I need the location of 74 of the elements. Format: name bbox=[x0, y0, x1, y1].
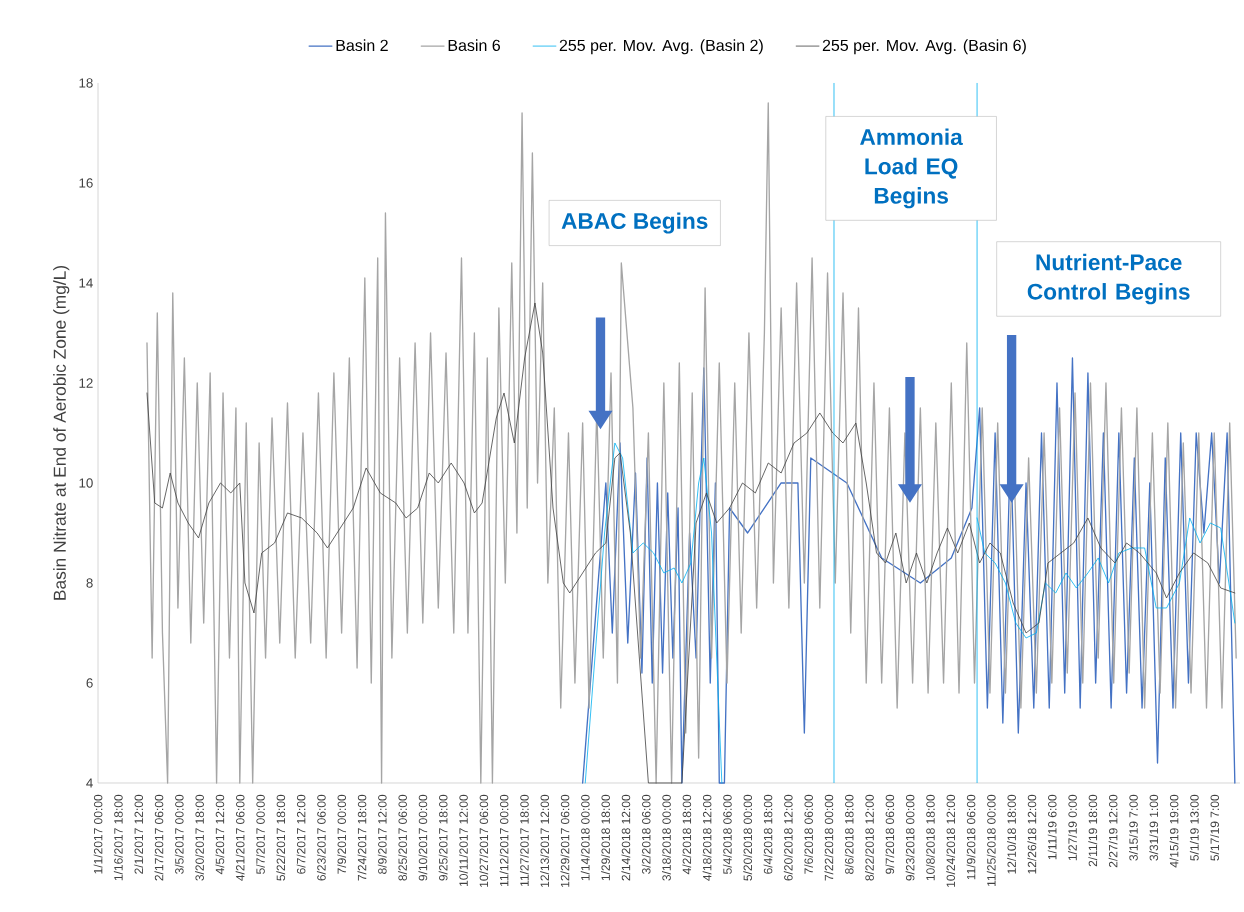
x-tick-label: 1/11/19 6:00 bbox=[1047, 794, 1057, 860]
x-tick-label: 6/23/2017 06:00 bbox=[316, 794, 326, 881]
x-tick-label: 2/1/2017 12:00 bbox=[134, 794, 144, 874]
x-tick-label: 10/8/2018 18:00 bbox=[925, 794, 935, 881]
x-tick-label: 9/7/2018 06:00 bbox=[885, 794, 895, 874]
x-tick-label: 3/20/2017 18:00 bbox=[195, 794, 204, 881]
x-tick-label: 9/23/2018 00:00 bbox=[905, 794, 915, 881]
x-tick-label: 5/22/2017 18:00 bbox=[276, 794, 286, 881]
x-tick-label: 6/20/2018 12:00 bbox=[783, 794, 793, 881]
x-tick-label: 9/10/2017 00:00 bbox=[418, 794, 428, 881]
x-tick-label: 7/6/2018 06:00 bbox=[804, 794, 813, 874]
x-tick-label: 7/22/2018 00:00 bbox=[824, 794, 834, 881]
x-tick-label: 2/27/19 12:00 bbox=[1108, 794, 1118, 868]
legend-label: 255 per. Mov. Avg. (Basin 2) bbox=[559, 39, 763, 55]
x-tick-label: 12/13/2017 12:00 bbox=[540, 794, 550, 887]
x-tick-label: 2/14/2018 12:00 bbox=[621, 794, 631, 881]
x-tick-label: 12/26/18 12:00 bbox=[1027, 794, 1037, 874]
y-tick-label: 14 bbox=[79, 278, 93, 288]
annotation: ABAC Begins bbox=[561, 212, 708, 234]
x-tick-label: 2/17/2017 06:00 bbox=[154, 794, 164, 881]
x-tick-label: 4/2/2018 18:00 bbox=[682, 794, 692, 875]
x-tick-label: 10/11/2017 12:00 bbox=[459, 794, 468, 886]
x-tick-label: 10/24/2018 12:00 bbox=[946, 794, 956, 887]
x-tick-label: 2/11/19 18:00 bbox=[1088, 794, 1098, 867]
x-tick-label: 11/27/2017 18:00 bbox=[519, 794, 529, 886]
legend-label: 255 per. Mov. Avg. (Basin 6) bbox=[822, 39, 1026, 55]
x-tick-label: 11/25/2018 00:00 bbox=[986, 794, 996, 886]
x-tick-label: 3/31/19 1:00 bbox=[1149, 794, 1159, 861]
x-tick-label: 6/7/2017 12:00 bbox=[296, 794, 306, 874]
y-tick-label: 6 bbox=[86, 678, 93, 688]
x-tick-label: 12/10/18 18:00 bbox=[1007, 794, 1016, 874]
x-tick-label: 3/5/2017 00:00 bbox=[174, 794, 184, 874]
x-tick-label: 1/27/19 0:00 bbox=[1068, 794, 1077, 861]
y-tick-label: 16 bbox=[79, 178, 93, 188]
y-tick-label: 4 bbox=[86, 778, 93, 788]
x-tick-label: 5/7/2017 00:00 bbox=[256, 794, 265, 874]
y-tick-label: 8 bbox=[86, 578, 93, 588]
x-tick-label: 8/25/2017 06:00 bbox=[398, 794, 407, 881]
x-tick-label: 3/18/2018 00:00 bbox=[662, 794, 671, 881]
x-tick-label: 6/4/2018 18:00 bbox=[763, 794, 773, 874]
x-tick-label: 11/9/2018 06:00 bbox=[966, 794, 976, 880]
x-tick-label: 8/6/2018 18:00 bbox=[844, 794, 854, 874]
x-tick-label: 4/5/2017 12:00 bbox=[215, 794, 225, 875]
x-tick-label: 5/17/19 7:00 bbox=[1210, 794, 1220, 861]
line-series bbox=[581, 357, 1236, 784]
x-tick-label: 1/1/2017 00:00 bbox=[93, 794, 103, 874]
y-axis-title: Basin Nitrate at End of Aerobic Zone (mg/L) bbox=[53, 265, 70, 600]
x-tick-label: 5/20/2018 00:00 bbox=[743, 794, 753, 881]
y-tick-label: 18 bbox=[79, 78, 93, 88]
x-tick-label: 12/29/2017 06:00 bbox=[560, 794, 570, 887]
x-tick-label: 5/4/2018 06:00 bbox=[722, 794, 732, 874]
y-tick-label: 10 bbox=[79, 478, 93, 488]
x-tick-label: 11/12/2017 00:00 bbox=[499, 794, 509, 886]
annotation: Ammonia Load EQ Begins bbox=[860, 128, 963, 209]
annotation: Nutrient-Pace Control Begins bbox=[1027, 253, 1190, 305]
line-series bbox=[146, 102, 1237, 784]
x-tick-label: 1/29/2018 18:00 bbox=[601, 794, 610, 881]
legend-label: Basin 2 bbox=[336, 39, 388, 52]
x-tick-label: 4/18/2018 12:00 bbox=[702, 794, 712, 881]
x-tick-label: 7/9/2017 00:00 bbox=[337, 794, 347, 874]
y-tick-label: 12 bbox=[79, 378, 93, 388]
x-tick-label: 8/9/2017 12:00 bbox=[377, 794, 387, 874]
x-tick-label: 1/14/2018 00:00 bbox=[580, 794, 590, 881]
legend-label: Basin 6 bbox=[448, 39, 501, 52]
x-tick-label: 10/27/2017 06:00 bbox=[479, 794, 489, 887]
x-tick-label: 8/22/2018 12:00 bbox=[865, 794, 874, 881]
x-tick-label: 3/15/19 7:00 bbox=[1129, 794, 1138, 861]
x-tick-label: 4/21/2017 06:00 bbox=[235, 794, 245, 881]
x-tick-label: 5/1/19 13:00 bbox=[1189, 794, 1199, 861]
x-tick-label: 3/2/2018 06:00 bbox=[641, 794, 651, 874]
x-tick-label: 1/16/2017 18:00 bbox=[113, 794, 123, 881]
x-tick-label: 9/25/2017 18:00 bbox=[438, 794, 448, 881]
x-tick-label: 4/15/19 19:00 bbox=[1169, 794, 1179, 868]
x-tick-label: 7/24/2017 18:00 bbox=[357, 794, 367, 881]
